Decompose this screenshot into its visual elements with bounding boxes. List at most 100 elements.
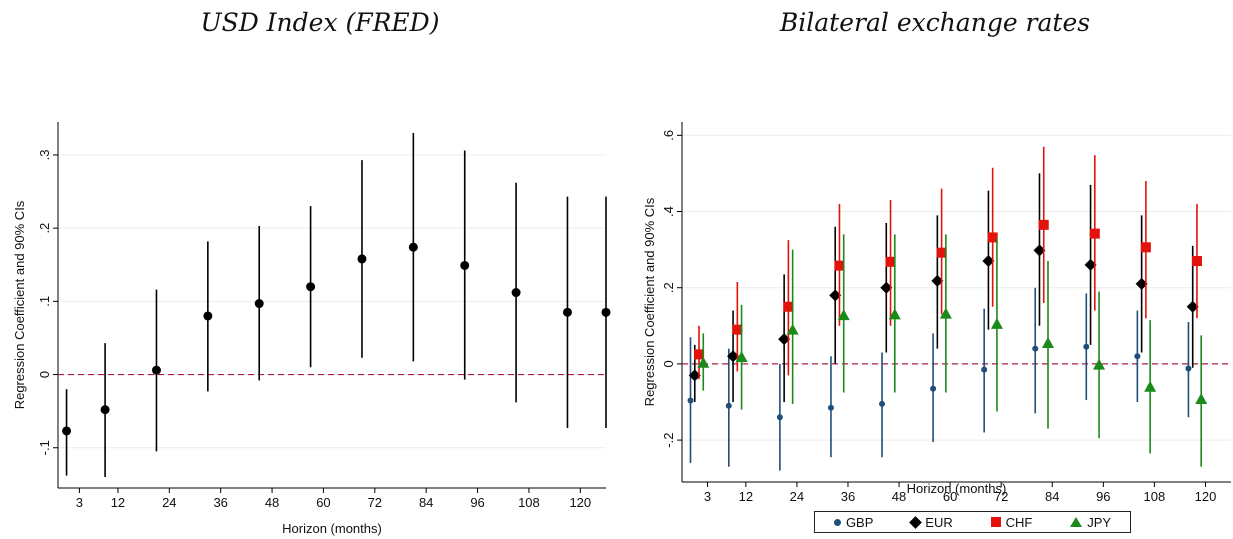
point-bilateral-jpy-5 xyxy=(939,307,952,319)
point-usd-coef-9 xyxy=(511,288,521,298)
xtick-label-bilateral-1: 12 xyxy=(739,489,753,504)
point-bilateral-gbp-4 xyxy=(879,400,886,407)
xtick-label-bilateral-4: 48 xyxy=(892,489,906,504)
x-axis-label-bilateral: Horizon (months) xyxy=(907,481,1007,496)
point-bilateral-gbp-0 xyxy=(687,397,694,404)
plot-usd: -.1 0 .1 .2 .3 3 12 24 36 48 60 72 84 96 108 120 Horizon… xyxy=(12,122,611,536)
point-bilateral-eur-3 xyxy=(829,289,842,302)
y-axis-label-bilateral: Regression Coefficient and 90% CIs xyxy=(642,197,657,406)
xtick-label-bilateral-2: 24 xyxy=(790,489,804,504)
xtick-label-usd-3: 36 xyxy=(213,495,227,510)
point-bilateral-jpy-6 xyxy=(990,317,1003,329)
xtick-label-bilateral-7: 84 xyxy=(1045,489,1059,504)
point-bilateral-eur-2 xyxy=(778,333,791,346)
legend-label-gbp: GBP xyxy=(845,514,874,530)
point-bilateral-chf-3 xyxy=(834,260,845,271)
xtick-label-usd-9: 108 xyxy=(518,495,540,510)
ytick-label-usd-0: -.1 xyxy=(37,440,52,455)
xtick-label-bilateral-10: 120 xyxy=(1195,489,1217,504)
legend-label-chf: CHF xyxy=(1005,514,1033,530)
point-bilateral-gbp-6 xyxy=(981,366,988,373)
xtick-label-usd-6: 72 xyxy=(368,495,382,510)
legend-marker-gbp xyxy=(833,518,841,526)
point-bilateral-chf-4 xyxy=(885,256,896,267)
point-usd-coef-8 xyxy=(460,260,470,270)
point-bilateral-chf-9 xyxy=(1140,242,1151,253)
xtick-label-bilateral-0: 3 xyxy=(704,489,711,504)
point-usd-coef-0 xyxy=(62,426,72,436)
point-bilateral-jpy-1 xyxy=(735,351,748,363)
point-bilateral-chf-7 xyxy=(1038,219,1049,230)
point-usd-coef-11 xyxy=(601,307,611,317)
series-bilateral-jpy xyxy=(697,234,1208,467)
point-bilateral-gbp-2 xyxy=(776,414,783,421)
point-bilateral-gbp-8 xyxy=(1083,343,1090,350)
series-bilateral-gbp xyxy=(687,287,1192,471)
point-bilateral-chf-5 xyxy=(936,247,947,258)
y-axis-label-usd: Regression Coefficient and 90% CIs xyxy=(12,200,27,409)
series-bilateral-eur xyxy=(688,173,1199,402)
xtick-label-usd-0: 3 xyxy=(76,495,83,510)
point-bilateral-jpy-7 xyxy=(1042,336,1054,348)
plot-bilateral: -.2 0 .2 .4 .6 3 12 24 36 48 60 72 84 96 108 120 Horizon… xyxy=(642,122,1231,504)
ytick-label-usd-1: 0 xyxy=(37,371,52,378)
legend-item-gbp: GBP xyxy=(833,514,874,530)
point-bilateral-jpy-10 xyxy=(1195,392,1208,404)
xtick-label-usd-1: 12 xyxy=(111,495,125,510)
legend-marker-eur xyxy=(909,515,923,529)
point-bilateral-gbp-9 xyxy=(1134,353,1141,360)
point-bilateral-gbp-1 xyxy=(725,402,732,409)
point-usd-coef-1 xyxy=(100,405,110,415)
ytick-label-usd-3: .2 xyxy=(37,223,52,234)
point-usd-coef-2 xyxy=(151,365,161,375)
point-bilateral-jpy-4 xyxy=(888,308,901,320)
point-bilateral-chf-1 xyxy=(732,324,743,335)
point-bilateral-gbp-7 xyxy=(1032,345,1039,352)
ytick-label-bilateral-0: -.2 xyxy=(661,433,676,448)
point-bilateral-eur-10 xyxy=(1186,300,1199,313)
xtick-label-bilateral-9: 108 xyxy=(1144,489,1166,504)
xtick-label-usd-5: 60 xyxy=(316,495,330,510)
xtick-label-usd-4: 48 xyxy=(265,495,279,510)
point-usd-coef-7 xyxy=(408,242,418,252)
x-axis-label-usd: Horizon (months) xyxy=(282,521,382,536)
legend-marker-jpy xyxy=(1070,517,1083,527)
point-bilateral-eur-9 xyxy=(1135,277,1148,290)
point-bilateral-eur-1 xyxy=(727,350,740,363)
legend-label-eur: EUR xyxy=(925,514,953,530)
xtick-label-bilateral-5: 60 xyxy=(943,489,957,504)
point-bilateral-eur-6 xyxy=(982,255,995,268)
series-bilateral-chf xyxy=(694,146,1202,380)
point-usd-coef-5 xyxy=(306,282,316,292)
legend-item-jpy: JPY xyxy=(1070,515,1111,530)
point-bilateral-eur-5 xyxy=(931,274,944,287)
point-usd-coef-3 xyxy=(203,311,213,321)
point-bilateral-eur-0 xyxy=(688,369,701,382)
xtick-label-usd-8: 96 xyxy=(470,495,484,510)
point-bilateral-chf-6 xyxy=(987,232,998,243)
point-bilateral-jpy-8 xyxy=(1093,358,1106,370)
ytick-label-usd-4: .3 xyxy=(37,150,52,161)
point-usd-coef-6 xyxy=(357,254,367,264)
point-bilateral-jpy-9 xyxy=(1144,380,1157,392)
point-bilateral-gbp-5 xyxy=(930,385,937,392)
point-bilateral-gbp-3 xyxy=(827,404,834,411)
series-usd-coef xyxy=(62,132,611,478)
ytick-label-bilateral-3: .4 xyxy=(661,206,676,217)
xtick-label-bilateral-6: 72 xyxy=(994,489,1008,504)
point-bilateral-eur-8 xyxy=(1084,258,1097,271)
legend-label-jpy: JPY xyxy=(1087,514,1112,530)
ytick-label-usd-2: .1 xyxy=(37,296,52,307)
legend-marker-chf xyxy=(990,517,1001,527)
ytick-label-bilateral-1: 0 xyxy=(661,360,676,367)
ytick-label-bilateral-2: .2 xyxy=(661,282,676,293)
point-bilateral-chf-10 xyxy=(1191,256,1202,267)
xtick-label-bilateral-3: 36 xyxy=(841,489,855,504)
point-bilateral-chf-8 xyxy=(1089,228,1100,239)
xtick-label-usd-10: 120 xyxy=(569,495,591,510)
point-bilateral-jpy-3 xyxy=(837,309,850,321)
xtick-label-bilateral-8: 96 xyxy=(1096,489,1110,504)
ytick-label-bilateral-4: .6 xyxy=(661,130,676,141)
point-bilateral-jpy-0 xyxy=(697,356,710,368)
